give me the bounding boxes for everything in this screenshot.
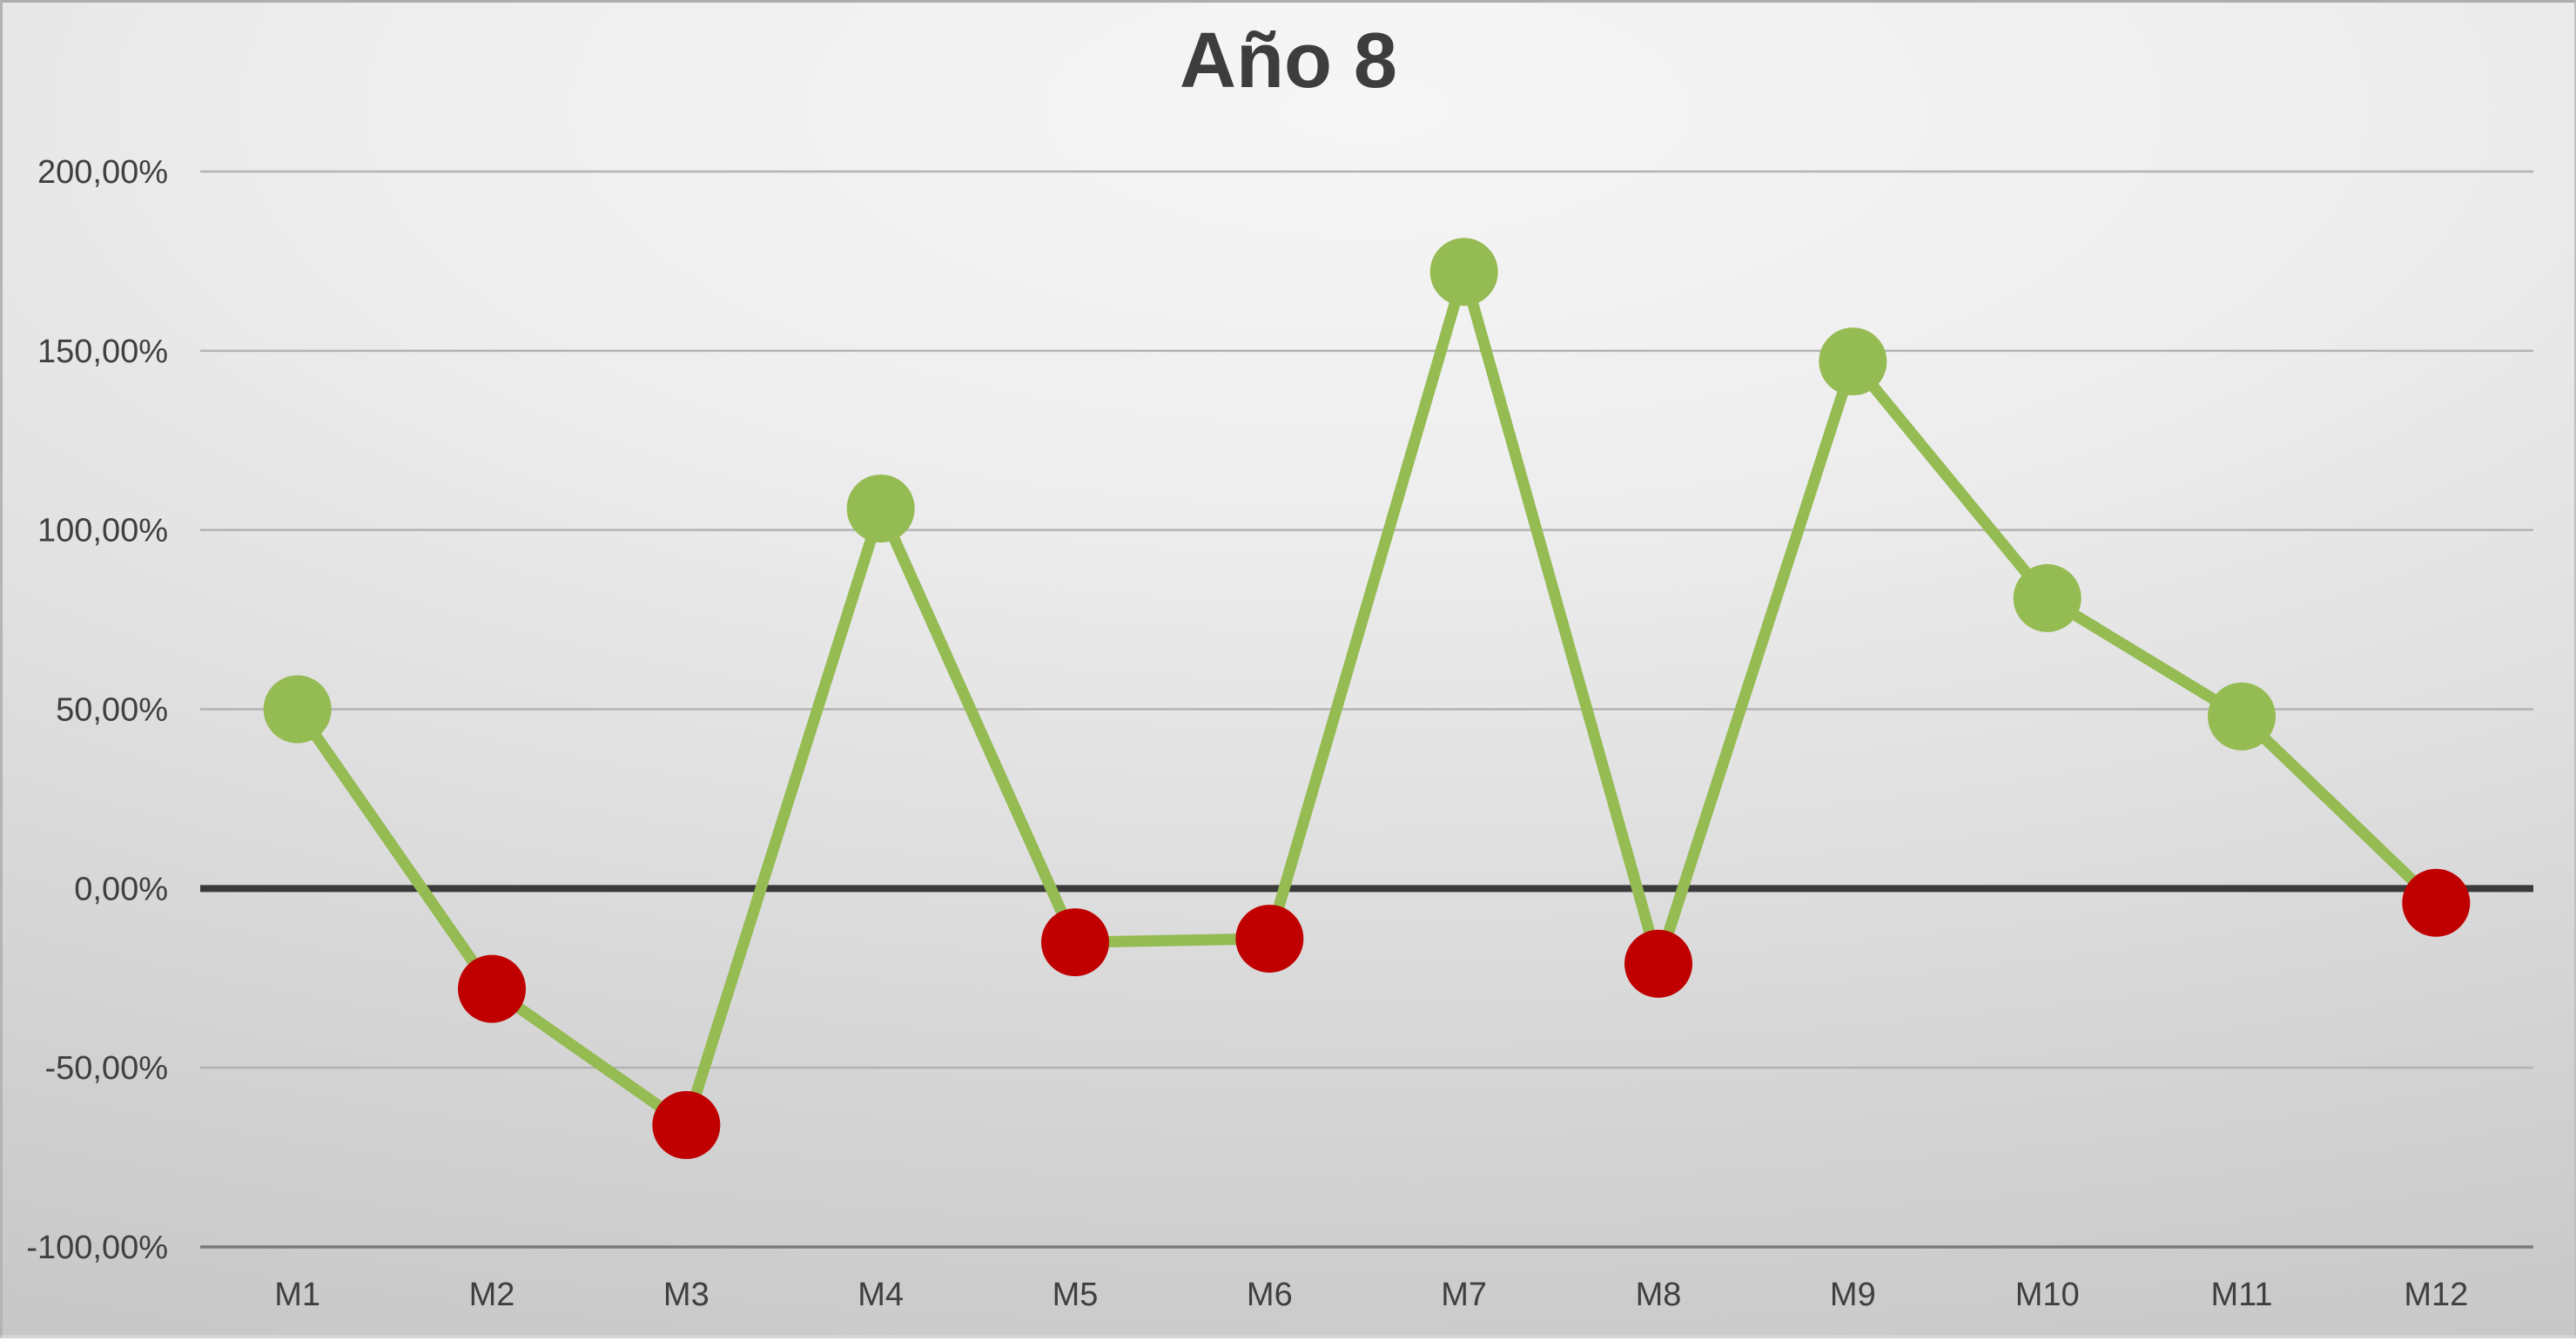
y-tick-label: 100,00% xyxy=(37,513,168,549)
data-point-marker-M9 xyxy=(1819,327,1887,396)
x-tick-label: M11 xyxy=(2210,1277,2272,1313)
data-point-marker-M11 xyxy=(2208,682,2276,751)
x-tick-label: M10 xyxy=(2015,1277,2080,1313)
data-point-marker-M5 xyxy=(1041,908,1109,977)
x-tick-label: M7 xyxy=(1441,1277,1487,1313)
data-point-marker-M7 xyxy=(1429,238,1498,307)
y-tick-label: 0,00% xyxy=(74,871,168,907)
y-tick-label: -100,00% xyxy=(26,1230,168,1266)
x-tick-label: M4 xyxy=(858,1277,904,1313)
data-point-marker-M2 xyxy=(458,954,526,1023)
line-chart: 200,00% 150,00% 100,00% 50,00% 0,00% -50,00% -… xyxy=(26,154,2533,1313)
y-tick-label: -50,00% xyxy=(44,1050,168,1087)
data-point-marker-M6 xyxy=(1235,904,1304,973)
x-tick-label: M9 xyxy=(1830,1277,1876,1313)
data-point-marker-M3 xyxy=(652,1091,721,1160)
chart-title: Año 8 xyxy=(1179,17,1397,104)
data-point-marker-M10 xyxy=(2013,563,2082,632)
x-tick-label: M3 xyxy=(663,1277,710,1313)
y-tick-label: 150,00% xyxy=(37,334,168,370)
y-tick-label: 200,00% xyxy=(37,154,168,191)
x-tick-label: M12 xyxy=(2404,1277,2468,1313)
x-tick-label: M1 xyxy=(274,1277,320,1313)
series-line xyxy=(292,266,2442,1131)
x-tick-label: M2 xyxy=(469,1277,515,1313)
x-tick-label: M6 xyxy=(1247,1277,1293,1313)
x-tick-label: M5 xyxy=(1053,1277,1099,1313)
x-tick-label: M8 xyxy=(1636,1277,1682,1313)
data-point-marker-M12 xyxy=(2402,868,2471,937)
data-point-marker-M8 xyxy=(1624,929,1692,998)
data-point-marker-M4 xyxy=(846,474,915,542)
y-tick-label: 50,00% xyxy=(56,692,168,729)
data-point-marker-M1 xyxy=(263,675,332,744)
